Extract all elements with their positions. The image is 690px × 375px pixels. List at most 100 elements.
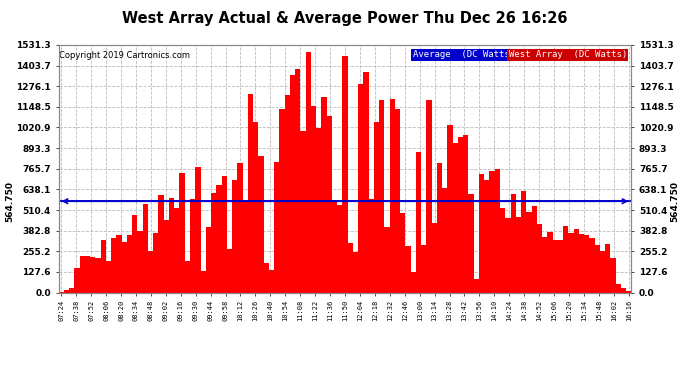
Bar	[558, 240, 563, 292]
Bar	[442, 188, 447, 292]
Bar	[221, 176, 227, 292]
Bar	[64, 290, 69, 292]
Bar	[69, 288, 75, 292]
Bar	[179, 172, 185, 292]
Bar	[542, 237, 547, 292]
Bar	[111, 238, 117, 292]
Bar	[190, 200, 195, 292]
Bar	[79, 256, 85, 292]
Bar	[227, 249, 232, 292]
Bar	[90, 257, 95, 292]
Bar	[400, 213, 406, 292]
Bar	[384, 227, 390, 292]
Bar	[269, 270, 274, 292]
Bar	[416, 152, 421, 292]
Bar	[274, 162, 279, 292]
Bar	[495, 169, 500, 292]
Bar	[216, 185, 221, 292]
Bar	[75, 268, 79, 292]
Bar	[243, 201, 248, 292]
Bar	[248, 94, 253, 292]
Bar	[615, 284, 621, 292]
Bar	[264, 263, 269, 292]
Bar	[106, 261, 111, 292]
Text: Average  (DC Watts): Average (DC Watts)	[413, 51, 515, 60]
Bar	[95, 258, 101, 292]
Bar	[611, 258, 615, 292]
Bar	[526, 212, 531, 292]
Bar	[290, 75, 295, 292]
Bar	[164, 220, 169, 292]
Bar	[437, 163, 442, 292]
Bar	[316, 128, 322, 292]
Bar	[322, 97, 326, 292]
Bar	[153, 233, 159, 292]
Bar	[537, 224, 542, 292]
Bar	[348, 243, 353, 292]
Bar	[211, 193, 216, 292]
Bar	[85, 256, 90, 292]
Bar	[237, 163, 243, 292]
Text: 564.750: 564.750	[6, 181, 14, 222]
Bar	[206, 227, 211, 292]
Bar	[621, 288, 626, 292]
Bar	[232, 180, 237, 292]
Bar	[600, 251, 605, 292]
Bar	[421, 245, 426, 292]
Bar	[463, 135, 469, 292]
Bar	[553, 240, 558, 292]
Bar	[279, 109, 284, 292]
Bar	[337, 205, 342, 292]
Bar	[489, 171, 495, 292]
Bar	[469, 194, 474, 292]
Bar	[137, 231, 143, 292]
Text: West Array Actual & Average Power Thu Dec 26 16:26: West Array Actual & Average Power Thu De…	[122, 11, 568, 26]
Bar	[175, 207, 179, 292]
Bar	[284, 94, 290, 292]
Bar	[300, 131, 306, 292]
Bar	[306, 52, 311, 292]
Bar	[515, 217, 521, 292]
Bar	[458, 137, 463, 292]
Bar	[547, 232, 553, 292]
Bar	[379, 100, 384, 292]
Bar	[395, 109, 400, 292]
Bar	[117, 235, 121, 292]
Bar	[406, 246, 411, 292]
Bar	[589, 238, 595, 292]
Bar	[201, 271, 206, 292]
Bar	[127, 235, 132, 292]
Bar	[368, 199, 374, 292]
Bar	[390, 99, 395, 292]
Bar	[573, 229, 579, 292]
Bar	[505, 218, 511, 292]
Bar	[500, 208, 505, 292]
Bar	[569, 233, 573, 292]
Bar	[453, 143, 458, 292]
Bar	[311, 106, 316, 292]
Bar	[332, 200, 337, 292]
Bar	[484, 180, 489, 292]
Bar	[148, 251, 153, 292]
Text: 564.750: 564.750	[670, 181, 679, 222]
Bar	[579, 234, 584, 292]
Bar	[295, 69, 300, 292]
Bar	[195, 167, 201, 292]
Bar	[584, 235, 589, 292]
Bar	[169, 198, 175, 292]
Bar	[411, 272, 416, 292]
Bar	[605, 244, 611, 292]
Bar	[132, 216, 137, 292]
Bar	[626, 291, 631, 292]
Bar	[353, 252, 358, 292]
Bar	[143, 204, 148, 292]
Text: West Array  (DC Watts): West Array (DC Watts)	[509, 51, 627, 60]
Bar	[511, 194, 515, 292]
Bar	[342, 56, 348, 292]
Bar	[364, 72, 368, 292]
Bar	[474, 279, 479, 292]
Bar	[326, 116, 332, 292]
Bar	[121, 242, 127, 292]
Bar	[447, 125, 453, 292]
Bar	[432, 223, 437, 292]
